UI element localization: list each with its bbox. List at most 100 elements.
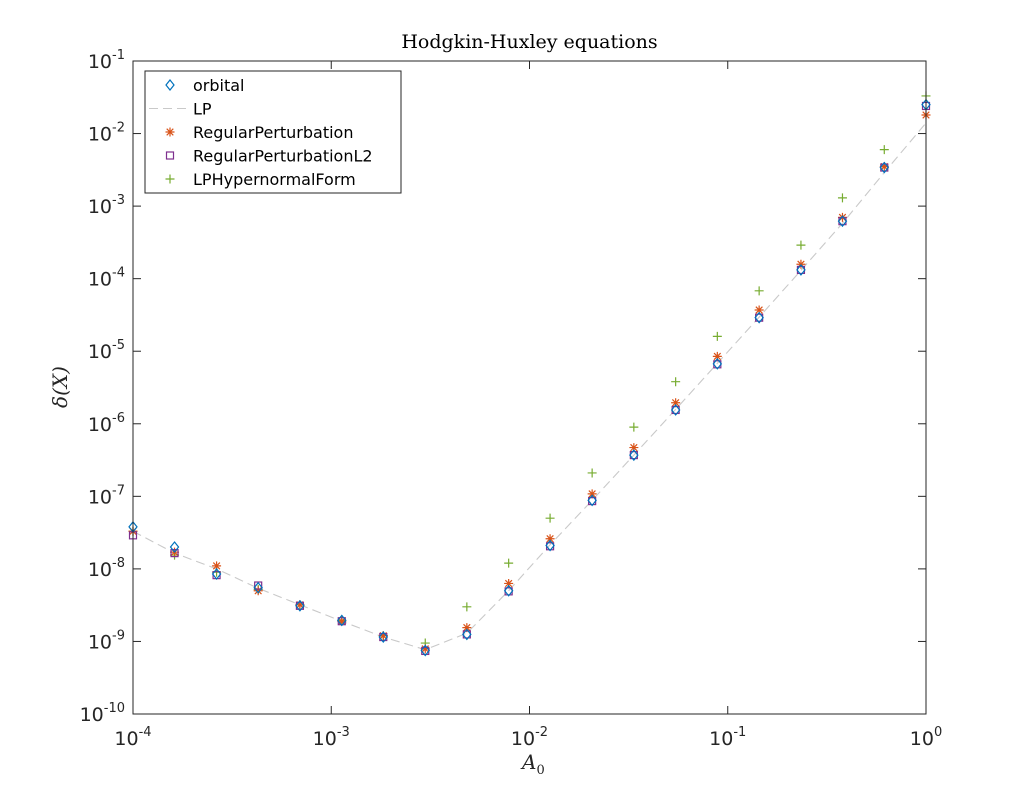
data-point-regularperturbation bbox=[712, 351, 722, 361]
y-tick-base: 10 bbox=[88, 51, 112, 73]
data-point-lphypernormalform bbox=[545, 513, 555, 523]
y-tick-base: 10 bbox=[88, 269, 112, 291]
data-point-orbital bbox=[420, 644, 431, 657]
x-tick-base: 10 bbox=[709, 728, 733, 750]
data-point-lphypernormalform bbox=[754, 286, 764, 296]
data-point-regularperturbation bbox=[629, 443, 639, 453]
y-tick-label: 10-5 bbox=[88, 338, 125, 363]
data-point-orbital bbox=[462, 628, 472, 641]
data-point-regularperturbation bbox=[212, 561, 222, 571]
y-tick-exponent: -6 bbox=[112, 411, 125, 426]
x-tick-exponent: 0 bbox=[934, 725, 942, 740]
y-tick-label: 10-4 bbox=[88, 266, 125, 291]
x-tick-label: 10-4 bbox=[114, 725, 151, 750]
data-point-regularperturbation bbox=[420, 644, 430, 654]
y-tick-base: 10 bbox=[88, 486, 112, 508]
plot-frame bbox=[132, 60, 927, 715]
x-tick-label: 100 bbox=[910, 725, 942, 750]
legend-label-lp: LP bbox=[193, 100, 212, 119]
data-point-orbital bbox=[337, 614, 347, 627]
series-lp bbox=[132, 122, 927, 651]
data-point-regularperturbation bbox=[462, 623, 472, 633]
y-tick-base: 10 bbox=[88, 559, 112, 581]
legend-swatch-lphypernormalform bbox=[165, 174, 175, 184]
data-point-lphypernormalform bbox=[837, 193, 847, 203]
data-point-regularperturbation bbox=[378, 631, 388, 641]
data-point-lphypernormalform bbox=[462, 602, 472, 612]
y-tick-exponent: -10 bbox=[104, 701, 125, 716]
x-axis-label-subscript: 0 bbox=[536, 763, 544, 778]
y-tick-base: 10 bbox=[88, 631, 112, 653]
data-point-orbital bbox=[378, 631, 389, 644]
data-point-orbital bbox=[837, 215, 848, 228]
y-tick-exponent: -5 bbox=[112, 338, 125, 353]
data-point-regularperturbation bbox=[337, 616, 347, 626]
data-point-regularperturbation bbox=[879, 162, 889, 172]
x-tick-exponent: -2 bbox=[535, 725, 548, 740]
x-tick-exponent: -1 bbox=[733, 725, 746, 740]
data-point-regularperturbation bbox=[253, 586, 263, 596]
x-tick-base: 10 bbox=[313, 728, 337, 750]
y-tick-label: 10-2 bbox=[88, 121, 125, 146]
y-tick-base: 10 bbox=[88, 414, 112, 436]
y-tick-exponent: -2 bbox=[112, 121, 125, 136]
data-point-lphypernormalform bbox=[629, 422, 639, 432]
legend-box bbox=[144, 70, 402, 194]
data-point-orbital bbox=[253, 581, 263, 594]
y-tick-exponent: -1 bbox=[112, 48, 125, 63]
y-tick-base: 10 bbox=[88, 196, 112, 218]
data-point-orbital bbox=[712, 357, 723, 370]
data-point-lphypernormalform bbox=[796, 240, 806, 250]
x-tick-label: 10-2 bbox=[511, 725, 548, 750]
data-point-orbital bbox=[879, 161, 890, 174]
data-point-lphypernormalform bbox=[879, 145, 889, 155]
data-point-orbital bbox=[169, 541, 180, 554]
legend: orbital LP RegularPerturbation RegularPertu… bbox=[144, 70, 402, 194]
y-tick-exponent: -8 bbox=[112, 556, 125, 571]
data-point-regularperturbation bbox=[754, 305, 764, 315]
data-point-orbital bbox=[503, 584, 514, 597]
data-point-regularperturbationl2 bbox=[170, 549, 179, 558]
legend-label-regularperturbationl2: RegularPerturbationL2 bbox=[193, 147, 373, 166]
y-tick-label: 10-9 bbox=[88, 628, 125, 653]
data-point-regularperturbation bbox=[671, 398, 681, 408]
y-tick-label: 10-1 bbox=[88, 48, 125, 73]
x-tick-exponent: -4 bbox=[139, 725, 152, 740]
data-point-regularperturbation bbox=[587, 489, 597, 499]
y-tick-base: 10 bbox=[88, 124, 112, 146]
x-tick-exponent: -3 bbox=[337, 725, 350, 740]
data-point-orbital bbox=[545, 539, 555, 552]
ticks: 10-4 10-3 10-2 10-1 10010-1010-910-810-710-6… bbox=[80, 48, 943, 750]
x-tick-base: 10 bbox=[511, 728, 535, 750]
data-point-orbital bbox=[796, 263, 806, 276]
y-tick-exponent: -7 bbox=[112, 483, 125, 498]
legend-label-orbital: orbital bbox=[193, 76, 245, 95]
series-orbital bbox=[128, 98, 931, 657]
chart-title: Hodgkin-Huxley equations bbox=[401, 31, 657, 53]
y-tick-exponent: -9 bbox=[112, 628, 125, 643]
y-tick-label: 10-7 bbox=[88, 483, 125, 508]
data-point-regularperturbation bbox=[545, 534, 555, 544]
data-point-orbital bbox=[670, 404, 681, 416]
x-tick-base: 10 bbox=[910, 728, 934, 750]
y-tick-label: 10-6 bbox=[88, 411, 125, 436]
y-tick-base: 10 bbox=[80, 704, 104, 726]
data-point-orbital bbox=[211, 568, 222, 580]
data-point-orbital bbox=[587, 494, 597, 507]
data-point-regularperturbation bbox=[504, 578, 514, 588]
y-axis-label: δ(X) bbox=[48, 366, 72, 408]
data-point-lphypernormalform bbox=[504, 558, 514, 568]
data-point-lphypernormalform bbox=[671, 377, 681, 387]
x-axis-label: A0 bbox=[520, 750, 545, 778]
data-point-orbital bbox=[754, 311, 764, 324]
y-tick-exponent: -3 bbox=[112, 193, 125, 208]
legend-swatch-regularperturbationl2 bbox=[165, 151, 175, 160]
data-point-regularperturbation bbox=[295, 600, 305, 610]
y-tick-label: 10-10 bbox=[80, 701, 125, 726]
legend-swatch-regularperturbation bbox=[165, 127, 175, 137]
y-tick-base: 10 bbox=[88, 341, 112, 363]
series-line-lp bbox=[132, 122, 927, 651]
y-tick-label: 10-8 bbox=[88, 556, 125, 581]
data-point-lphypernormalform bbox=[712, 331, 722, 341]
